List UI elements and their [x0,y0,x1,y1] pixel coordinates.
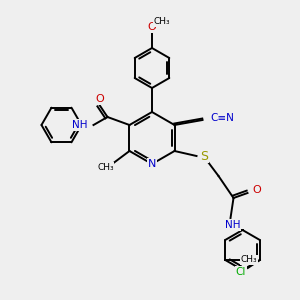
Text: CH₃: CH₃ [154,17,170,26]
Text: NH: NH [72,120,88,130]
Text: Cl: Cl [236,267,246,277]
Text: C≡N: C≡N [211,113,234,123]
Text: O: O [253,185,261,195]
Text: S: S [200,149,208,163]
Text: CH₃: CH₃ [241,256,257,265]
Text: N: N [148,159,156,169]
Text: O: O [148,22,156,32]
Text: O: O [95,94,104,104]
Text: CH₃: CH₃ [97,163,114,172]
Text: NH: NH [225,220,240,230]
